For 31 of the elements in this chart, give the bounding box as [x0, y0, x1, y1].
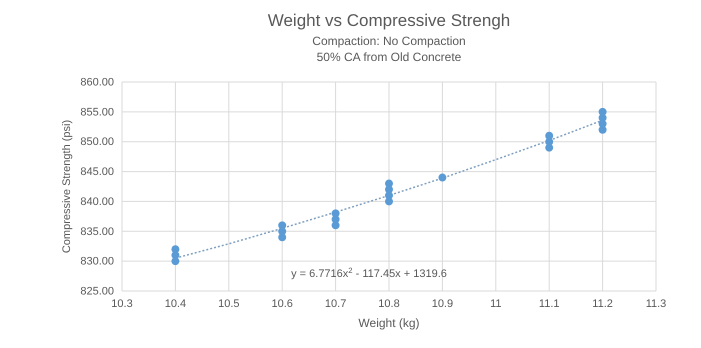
x-tick-label: 10.3: [111, 298, 133, 310]
x-tick-label: 11.1: [538, 298, 560, 310]
chart-subtitle: Compaction: No Compaction 50% CA from Old Concrete: [312, 34, 466, 64]
x-axis-title: Weight (kg): [358, 316, 420, 330]
x-tick-label: 10.8: [378, 298, 400, 310]
x-tick-label: 10.7: [324, 298, 346, 310]
chart-title: Weight vs Compressive Strengh: [268, 11, 510, 30]
point: [332, 209, 340, 218]
y-tick-label: 830.00: [80, 256, 114, 268]
point: [385, 180, 393, 188]
y-tick-label: 840.00: [80, 196, 114, 208]
point: [278, 221, 286, 230]
x-tick-label: 11.3: [646, 298, 666, 310]
x-tick-label: 11: [490, 298, 502, 310]
y-tick-label: 845.00: [80, 166, 114, 178]
annotation: y = 6.7716x$^{2}$ - 117.45x + 1319.6: [291, 266, 447, 280]
x-tick-label: 10.5: [218, 298, 240, 310]
y-tick-label: 850.00: [80, 136, 114, 148]
point: [438, 174, 446, 182]
point: [171, 245, 180, 254]
y-axis-title: Compressive Strength (psi): [61, 120, 73, 254]
y-tick-label: 825.00: [80, 286, 114, 298]
y-tick-label: 860.00: [80, 76, 114, 89]
point: [545, 132, 554, 140]
x-tick-label: 10.4: [164, 298, 186, 310]
point: [598, 108, 607, 116]
x-tick-label: 11.2: [592, 298, 613, 310]
y-tick-label: 855.00: [80, 106, 114, 118]
y-tick-label: 835.00: [80, 226, 114, 238]
x-tick-label: 10.9: [432, 298, 454, 310]
x-tick-label: 10.6: [271, 298, 293, 310]
